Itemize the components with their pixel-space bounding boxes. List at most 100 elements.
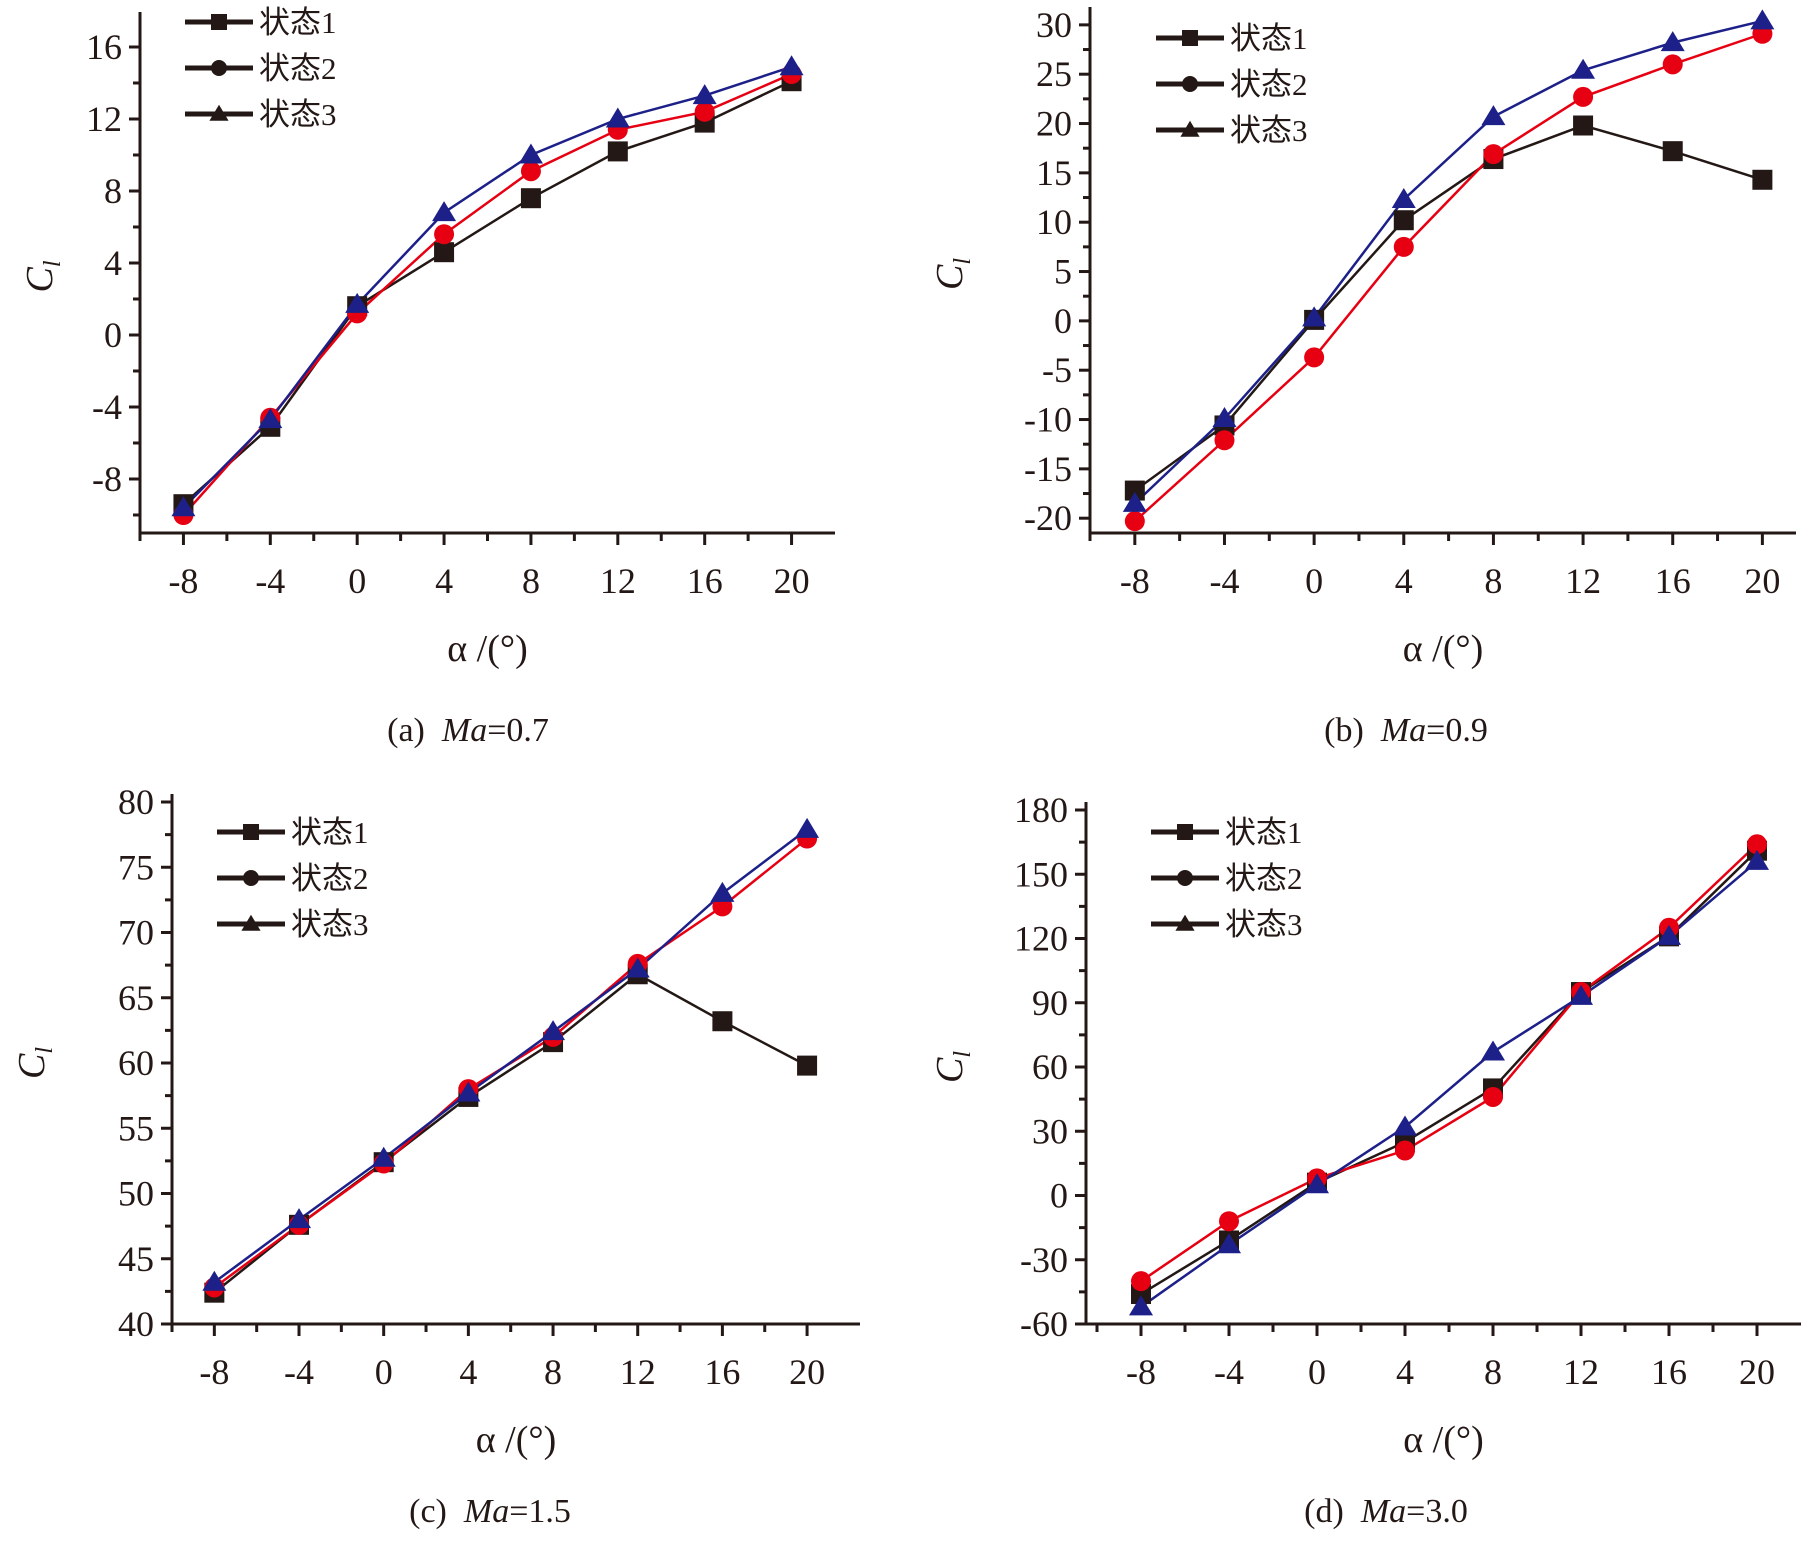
y-tick-label: 50 [118, 1174, 154, 1214]
legend-marker-circle [1177, 870, 1193, 886]
x-tick-label: 12 [1563, 1352, 1599, 1392]
data-point-series-2 [1573, 86, 1594, 107]
chart-panel-c: 40 45 50 55 60 65 70 75 80 -8 -4 0 4 8 12 16 20 α /(°) Cl 状… [0, 775, 906, 1549]
caption-prefix: (c) [409, 1493, 447, 1530]
y-tick-label: -5 [1042, 350, 1072, 390]
y-tick-label: 65 [118, 978, 154, 1018]
legend-label: 状态3 [1225, 907, 1303, 942]
x-tick-label: 4 [1396, 1352, 1414, 1392]
y-axis-title-sub: l [950, 258, 976, 265]
data-point-series-2 [1304, 347, 1325, 368]
legend-marker-circle [211, 60, 227, 76]
y-tick-label: 0 [104, 315, 122, 355]
y-tick-label: 90 [1032, 983, 1068, 1023]
data-point-series-2 [520, 161, 541, 182]
y-tick-label: 80 [118, 782, 154, 822]
caption-var: Ma [441, 712, 488, 749]
x-tick-label: -8 [1126, 1352, 1156, 1392]
caption-var: Ma [1380, 712, 1427, 749]
x-tick-label: 4 [1395, 561, 1413, 601]
y-tick-label: 25 [1036, 54, 1072, 94]
data-point-series-1 [607, 141, 628, 162]
x-tick-label: 16 [704, 1352, 740, 1392]
data-point-series-3 [625, 957, 650, 978]
data-point-series-3 [345, 292, 370, 313]
y-axis-title: Cl [11, 1047, 58, 1079]
data-point-series-1 [1573, 115, 1594, 136]
x-tick-label: -4 [255, 561, 285, 601]
data-point-series-1 [1393, 210, 1414, 231]
data-point-series-2 [1219, 1211, 1239, 1232]
data-point-series-3 [1217, 1233, 1241, 1254]
legend-label: 状态3 [259, 97, 337, 132]
data-point-series-1 [1752, 169, 1773, 190]
y-tick-label: 70 [118, 913, 154, 953]
y-tick-label: 10 [1036, 202, 1072, 242]
y-tick-label: 0 [1050, 1176, 1068, 1216]
legend-label: 状态1 [259, 5, 337, 40]
data-point-series-3 [795, 817, 820, 838]
data-point-series-3 [605, 107, 630, 128]
legend-label: 状态2 [1225, 861, 1303, 896]
data-point-series-3 [1569, 984, 1593, 1005]
legend-marker-triangle [209, 104, 229, 121]
data-point-series-2 [1124, 511, 1145, 532]
data-point-series-3 [1391, 188, 1416, 209]
data-point-series-3 [1393, 1115, 1417, 1136]
y-tick-label: 55 [118, 1108, 154, 1148]
x-tick-label: -8 [168, 561, 198, 601]
y-axis-title-sub: l [950, 1051, 976, 1058]
y-tick-label: 45 [118, 1239, 154, 1279]
x-tick-label: 16 [1655, 561, 1691, 601]
data-point-series-3 [456, 1081, 481, 1102]
data-point-series-2 [434, 224, 455, 245]
caption-var: Ma [1360, 1493, 1407, 1530]
data-point-series-1 [797, 1055, 818, 1076]
data-point-series-3 [710, 881, 735, 902]
x-tick-label: 0 [1308, 1352, 1326, 1392]
caption-value: =0.9 [1426, 712, 1488, 749]
series-line-2 [1140, 843, 1758, 1283]
y-tick-label: -60 [1020, 1304, 1068, 1344]
y-tick-label: 40 [118, 1304, 154, 1344]
caption-d: (d) Ma=3.0 [1304, 1493, 1468, 1531]
caption-b: (b) Ma=0.9 [1324, 712, 1488, 750]
caption-prefix: (d) [1304, 1493, 1344, 1530]
y-tick-label: 180 [1014, 790, 1068, 830]
chart-svg-c: 40 45 50 55 60 65 70 75 80 -8 -4 0 4 8 12 16 20 α /(°) Cl 状… [11, 782, 860, 1461]
x-tick-label: 4 [435, 561, 453, 601]
data-point-series-3 [1129, 1295, 1153, 1316]
y-tick-label: -10 [1024, 400, 1072, 440]
data-point-series-3 [1660, 31, 1685, 52]
y-tick-label: -4 [92, 387, 122, 427]
data-point-series-3 [779, 55, 804, 76]
x-tick-label: 20 [1744, 561, 1780, 601]
data-point-series-3 [171, 496, 196, 517]
y-tick-label: -8 [92, 459, 122, 499]
y-axis-title-sub: l [40, 260, 66, 267]
x-tick-label: 0 [1305, 561, 1323, 601]
legend-label: 状态3 [291, 907, 369, 942]
data-point-series-3 [371, 1146, 396, 1167]
x-tick-label: 0 [375, 1352, 393, 1392]
data-point-series-3 [1481, 1040, 1505, 1061]
y-tick-label: 5 [1054, 252, 1072, 292]
y-tick-label: 12 [86, 99, 122, 139]
x-tick-label: 8 [1484, 561, 1502, 601]
y-tick-label: 16 [86, 27, 122, 67]
series-line-2 [182, 72, 793, 516]
y-tick-label: 60 [118, 1043, 154, 1083]
x-tick-label: 12 [620, 1352, 656, 1392]
legend-marker-triangle [241, 914, 261, 931]
legend-marker-circle [243, 870, 259, 886]
y-tick-label: 60 [1032, 1047, 1068, 1087]
x-tick-label: -8 [199, 1352, 229, 1392]
data-point-series-3 [432, 201, 457, 222]
y-tick-label: 20 [1036, 104, 1072, 144]
x-tick-label: 16 [687, 561, 723, 601]
chart-svg-a: -8 -4 0 4 8 12 16 -8 -4 0 4 8 12 16 20 α /(°) Cl 状态1 状态2 状态… [19, 5, 835, 670]
y-axis-title-main: C [929, 1057, 971, 1083]
data-point-series-3 [1745, 849, 1769, 870]
data-point-series-2 [1393, 236, 1414, 257]
data-point-series-2 [1483, 1086, 1503, 1107]
